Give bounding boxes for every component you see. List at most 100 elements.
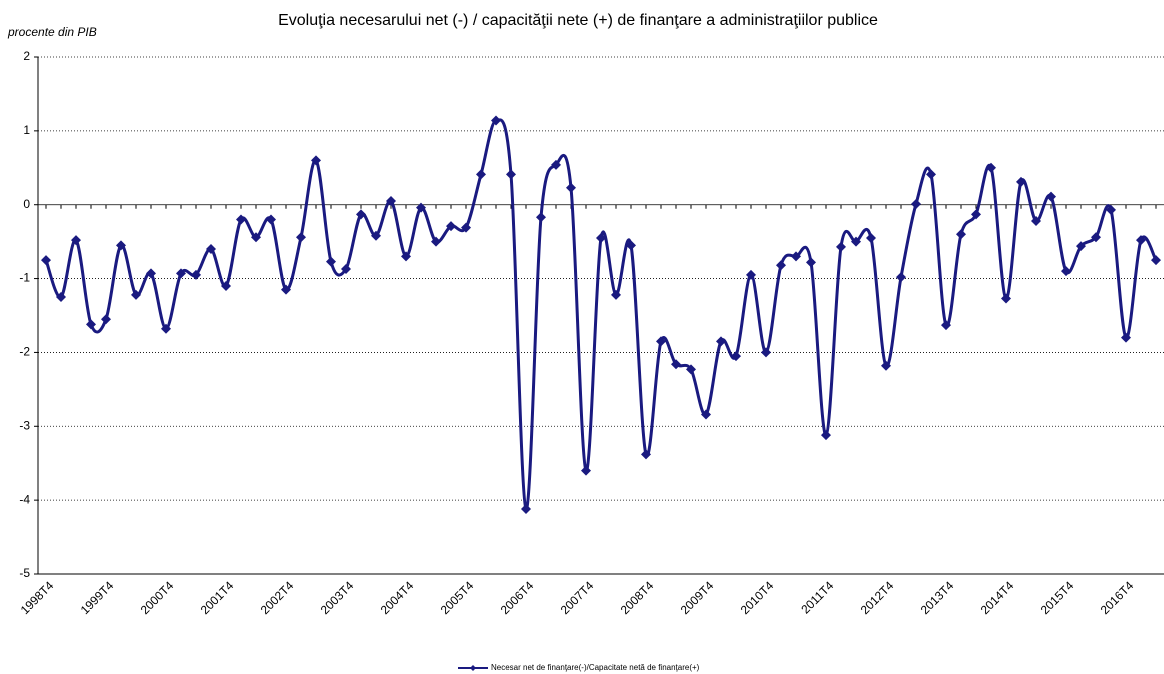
y-tick-label: -4 <box>19 492 30 506</box>
x-tick-label: 2007T4 <box>558 578 597 617</box>
data-marker <box>266 214 276 225</box>
x-tick-label: 1998T4 <box>18 578 57 617</box>
data-marker <box>281 284 291 295</box>
data-marker <box>716 336 726 347</box>
data-marker <box>446 221 456 232</box>
x-tick-label: 2010T4 <box>738 578 777 617</box>
y-tick-label: 2 <box>23 49 30 63</box>
x-tick-label: 1999T4 <box>78 578 117 617</box>
x-tick-label: 2015T4 <box>1038 578 1077 617</box>
data-marker <box>956 229 966 240</box>
data-line <box>44 118 1158 511</box>
x-tick-label: 2002T4 <box>258 578 297 617</box>
data-marker <box>1001 293 1011 304</box>
data-marker <box>1016 176 1026 187</box>
data-marker <box>116 240 126 251</box>
x-tick-label: 2011T4 <box>798 578 836 616</box>
data-marker <box>221 280 231 291</box>
data-marker <box>41 255 51 266</box>
x-tick-label: 2008T4 <box>618 578 657 617</box>
y-axis-label: procente din PIB <box>7 25 97 39</box>
data-marker <box>1061 266 1071 277</box>
data-marker <box>371 230 381 241</box>
data-marker <box>1031 215 1041 226</box>
data-marker <box>461 222 471 233</box>
x-tick-label: 2012T4 <box>858 578 897 617</box>
data-marker <box>296 232 306 243</box>
legend-marker <box>470 665 476 671</box>
data-marker <box>356 209 366 220</box>
x-tick-label: 2004T4 <box>378 578 417 617</box>
data-marker <box>311 155 321 166</box>
data-marker <box>971 209 981 220</box>
data-marker <box>1106 204 1116 215</box>
data-marker <box>701 409 711 420</box>
data-marker <box>101 314 111 325</box>
data-marker <box>56 292 66 303</box>
data-marker <box>236 214 246 225</box>
y-tick-label: -3 <box>19 418 30 432</box>
data-marker <box>911 198 921 209</box>
data-marker <box>566 182 576 193</box>
data-marker <box>941 320 951 331</box>
x-tick-label: 2009T4 <box>678 578 717 617</box>
data-marker <box>896 272 906 283</box>
data-marker <box>521 504 531 515</box>
data-marker <box>401 251 411 262</box>
data-marker <box>986 162 996 173</box>
chart-title: Evoluţia necesarului net (-) / capacităţ… <box>278 12 878 29</box>
y-tick-label: 0 <box>23 197 30 211</box>
x-tick-label: 2000T4 <box>138 578 177 617</box>
x-tick-label: 2001T4 <box>198 578 237 617</box>
data-marker <box>386 196 396 207</box>
data-marker <box>626 240 636 251</box>
data-marker <box>851 236 861 247</box>
x-tick-label: 2016T4 <box>1098 578 1137 617</box>
data-marker <box>1121 332 1131 343</box>
y-tick-label: 1 <box>23 123 30 137</box>
data-marker <box>866 232 876 243</box>
data-marker <box>686 364 696 375</box>
data-marker <box>1136 235 1146 246</box>
x-tick-label: 2006T4 <box>498 578 537 617</box>
data-marker <box>1151 255 1161 266</box>
x-tick-label: 2005T4 <box>438 578 477 617</box>
data-marker <box>251 232 261 243</box>
data-marker <box>551 159 561 170</box>
data-marker <box>161 323 171 334</box>
data-marker <box>146 268 156 279</box>
data-marker <box>746 269 756 280</box>
data-marker <box>671 359 681 370</box>
legend-label: Necesar net de finanţare(-)/Capacitate n… <box>491 663 700 672</box>
data-marker <box>641 449 651 460</box>
data-marker <box>761 347 771 358</box>
x-tick-label: 2013T4 <box>918 578 957 617</box>
data-marker <box>1046 191 1056 202</box>
x-tick-label: 2003T4 <box>318 578 357 617</box>
y-tick-label: -5 <box>19 566 30 580</box>
data-marker <box>506 169 516 180</box>
x-tick-label: 2014T4 <box>978 578 1017 617</box>
data-marker <box>191 269 201 280</box>
data-marker <box>881 360 891 371</box>
data-marker <box>731 351 741 362</box>
data-marker <box>476 169 486 180</box>
data-marker <box>776 260 786 271</box>
data-marker <box>836 241 846 252</box>
data-marker <box>1091 232 1101 243</box>
data-marker <box>326 256 336 267</box>
data-marker <box>491 115 501 126</box>
data-marker <box>416 202 426 213</box>
data-marker <box>341 263 351 274</box>
data-marker <box>611 289 621 300</box>
data-marker <box>176 268 186 279</box>
data-marker <box>131 289 141 300</box>
y-tick-label: -1 <box>19 271 30 285</box>
data-marker <box>206 244 216 255</box>
data-marker <box>926 169 936 180</box>
data-marker <box>71 235 81 246</box>
data-marker <box>86 319 96 330</box>
data-marker <box>536 212 546 223</box>
data-marker <box>1076 241 1086 252</box>
